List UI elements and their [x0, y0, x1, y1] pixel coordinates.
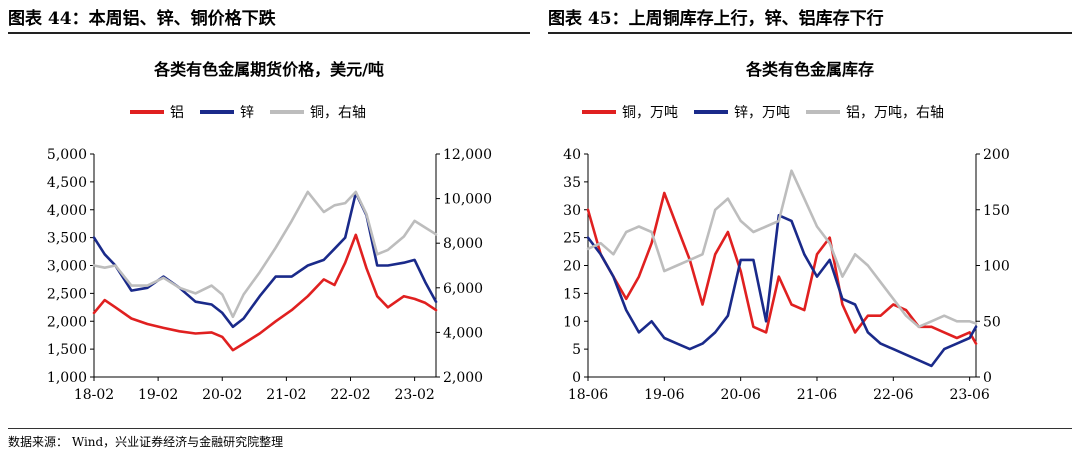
y-right-tick-label: 10,000 [443, 192, 492, 208]
series-line-2 [92, 190, 438, 319]
y-left-tick-label: 2,000 [47, 314, 87, 330]
x-tick-label: 23-06 [949, 387, 989, 403]
right-title-rule [548, 32, 1072, 34]
y-right-tick-label: 6,000 [443, 281, 483, 297]
x-tick-label: 23-02 [394, 387, 434, 403]
y-left-tick-label: 20 [563, 259, 581, 275]
y-right-tick-label: 4,000 [443, 325, 483, 341]
y-right-tick-label: 2,000 [443, 370, 483, 386]
legend-swatch-copper [270, 110, 304, 114]
y-right-tick-label: 100 [983, 259, 1010, 275]
y-left-tick-label: 15 [563, 286, 581, 302]
y-right-tick-label: 12,000 [443, 147, 492, 163]
y-right-tick-label: 200 [983, 147, 1010, 163]
legend-label-zinc-stock: 锌，万吨 [734, 105, 790, 121]
x-tick-label: 18-06 [568, 387, 608, 403]
legend-label-aluminum: 铝 [170, 105, 184, 121]
legend-item-aluminum-stock: 铝，万吨，右轴 [806, 102, 944, 122]
y-left-tick-label: 0 [572, 370, 581, 386]
y-left-tick-label: 25 [563, 231, 581, 247]
y-left-tick-label: 3,000 [47, 259, 87, 275]
y-left-tick-label: 40 [563, 147, 581, 163]
x-tick-label: 20-02 [202, 387, 242, 403]
source-rule [8, 428, 1072, 429]
legend-swatch-aluminum [130, 110, 164, 114]
series-line-2 [586, 169, 978, 329]
legend-swatch-aluminum-stock [806, 110, 840, 114]
y-right-tick-label: 150 [983, 203, 1010, 219]
source-note: 数据来源： Wind，兴业证券经济与金融研究院整理 [8, 435, 284, 449]
y-left-tick-label: 5 [572, 342, 581, 358]
legend-item-copper-stock: 铜，万吨 [582, 102, 678, 122]
legend-swatch-zinc-stock [694, 110, 728, 114]
y-right-tick-label: 0 [983, 370, 992, 386]
right-legend: 铜，万吨 锌，万吨 铝，万吨，右轴 [582, 102, 960, 122]
legend-item-copper: 铜，右轴 [270, 102, 366, 122]
y-left-tick-label: 35 [563, 175, 581, 191]
y-left-tick-label: 2,500 [47, 286, 87, 302]
y-left-tick-label: 4,000 [47, 203, 87, 219]
x-tick-label: 18-02 [74, 387, 114, 403]
y-left-tick-label: 1,500 [47, 342, 87, 358]
y-left-tick-label: 30 [563, 203, 581, 219]
legend-item-zinc: 锌 [200, 102, 254, 122]
y-left-tick-label: 3,500 [47, 231, 87, 247]
x-tick-label: 22-06 [873, 387, 913, 403]
right-figure-title: 图表 45：上周铜库存上行，锌、铝库存下行 [548, 9, 884, 29]
series-line-1 [586, 214, 978, 368]
left-legend: 铝 锌 铜，右轴 [130, 102, 382, 122]
legend-item-zinc-stock: 锌，万吨 [694, 102, 790, 122]
x-tick-label: 19-02 [138, 387, 178, 403]
left-figure-title: 图表 44：本周铝、锌、铜价格下跌 [8, 9, 276, 29]
x-tick-label: 22-02 [330, 387, 370, 403]
y-left-tick-label: 10 [563, 314, 581, 330]
y-left-tick-label: 5,000 [47, 147, 87, 163]
y-right-tick-label: 8,000 [443, 236, 483, 252]
legend-swatch-zinc [200, 110, 234, 114]
right-chart-title: 各类有色金属库存 [745, 60, 874, 79]
legend-label-aluminum-stock: 铝，万吨，右轴 [846, 105, 944, 121]
legend-label-copper: 铜，右轴 [310, 105, 366, 121]
x-tick-label: 19-06 [644, 387, 684, 403]
y-left-tick-label: 1,000 [47, 370, 87, 386]
x-tick-label: 21-06 [797, 387, 837, 403]
legend-label-zinc: 锌 [240, 105, 254, 121]
legend-label-copper-stock: 铜，万吨 [622, 105, 678, 121]
y-right-tick-label: 50 [983, 314, 1001, 330]
left-chart-title: 各类有色金属期货价格，美元/吨 [154, 60, 384, 79]
y-left-tick-label: 4,500 [47, 175, 87, 191]
x-tick-label: 20-06 [720, 387, 760, 403]
left-title-rule [8, 32, 530, 34]
series-line-0 [92, 233, 438, 352]
legend-swatch-copper-stock [582, 110, 616, 114]
legend-item-aluminum: 铝 [130, 102, 184, 122]
x-tick-label: 21-02 [266, 387, 306, 403]
